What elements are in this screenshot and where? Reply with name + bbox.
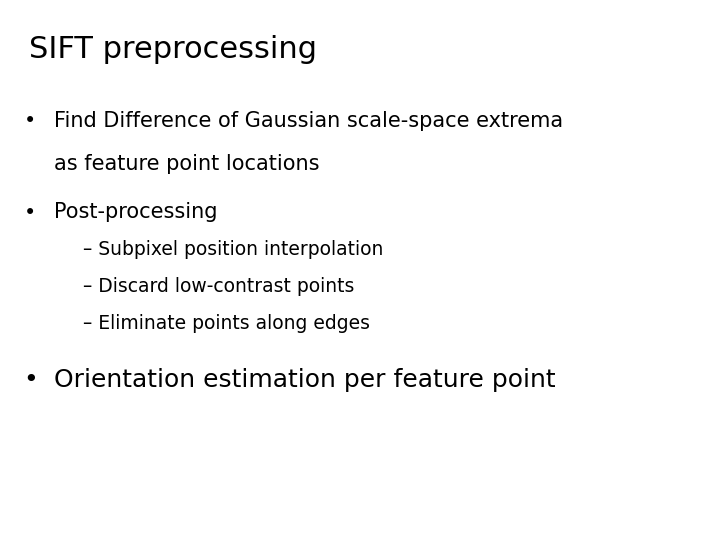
Text: – Eliminate points along edges: – Eliminate points along edges	[83, 314, 370, 333]
Text: •: •	[24, 111, 37, 131]
Text: – Discard low-contrast points: – Discard low-contrast points	[83, 277, 354, 296]
Text: Find Difference of Gaussian scale-space extrema: Find Difference of Gaussian scale-space …	[54, 111, 563, 131]
Text: Orientation estimation per feature point: Orientation estimation per feature point	[54, 368, 556, 392]
Text: as feature point locations: as feature point locations	[54, 154, 320, 174]
Text: – Subpixel position interpolation: – Subpixel position interpolation	[83, 240, 383, 259]
Text: SIFT preprocessing: SIFT preprocessing	[29, 35, 317, 64]
Text: •: •	[24, 202, 37, 222]
Text: Post-processing: Post-processing	[54, 202, 217, 222]
Text: •: •	[23, 368, 37, 392]
